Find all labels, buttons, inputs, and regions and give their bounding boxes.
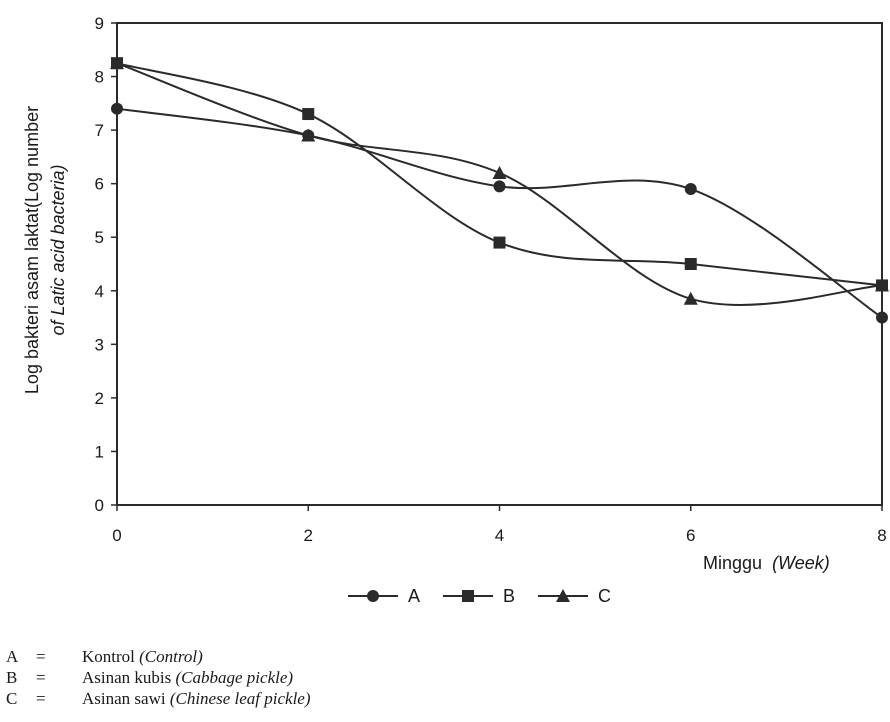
- note-translation: (Control): [139, 647, 203, 666]
- note-key: A: [6, 647, 19, 666]
- x-tick-label: 6: [686, 526, 695, 545]
- data-point-a: [684, 183, 697, 196]
- y-axis-title-line2: of Latic acid bacteria): [48, 164, 68, 335]
- data-point-b: [493, 236, 506, 249]
- y-axis-title-line1: Log bakteri asam laktat(Log number: [22, 106, 42, 394]
- chart: Log bakteri asam laktat(Log number of La…: [22, 14, 889, 606]
- data-point-c: [875, 278, 889, 292]
- data-point-a: [876, 311, 888, 324]
- note-equals: =: [36, 689, 46, 708]
- note-key: B: [6, 668, 18, 687]
- y-tick-label: 6: [95, 175, 104, 194]
- y-tick-label: 0: [95, 496, 104, 515]
- note-equals: =: [36, 668, 46, 687]
- legend-marker-c: [556, 589, 570, 602]
- data-point-c: [683, 291, 698, 305]
- note-description: Kontrol (Control): [82, 646, 203, 667]
- y-tick-label: 1: [95, 442, 104, 461]
- note-description: Asinan kubis (Cabbage pickle): [82, 667, 293, 688]
- data-point-b: [302, 108, 315, 121]
- note-row-c: C = Asinan sawi (Chinese leaf pickle): [6, 688, 311, 709]
- legend-item-b: B: [443, 586, 515, 606]
- y-tick-label: 4: [95, 282, 104, 301]
- legend-label: A: [408, 586, 420, 606]
- y-axis-title: Log bakteri asam laktat(Log number of La…: [22, 106, 68, 394]
- series-line-a: [116, 107, 883, 319]
- legend-marker-b: [462, 590, 474, 602]
- note-text: Kontrol: [82, 647, 140, 666]
- x-tick-label: 4: [495, 526, 504, 545]
- x-tick-label: 2: [304, 526, 313, 545]
- plot-frame: [116, 22, 883, 506]
- note-description: Asinan sawi (Chinese leaf pickle): [82, 688, 311, 709]
- data-point-b: [684, 258, 697, 270]
- note-row-b: B = Asinan kubis (Cabbage pickle): [6, 667, 311, 688]
- y-tick-label: 5: [95, 228, 104, 247]
- x-tick-label: 0: [112, 526, 121, 545]
- data-point-c: [110, 56, 124, 70]
- x-axis-title: Minggu (Week): [703, 553, 830, 573]
- legend-item-a: A: [348, 586, 420, 606]
- plot-area: 0 1 2 3 4 5 6 7 8 9 0 2 4 6 8: [95, 14, 889, 545]
- data-point-a: [493, 180, 506, 193]
- y-tick-label: 3: [95, 335, 104, 354]
- legend-item-c: C: [538, 586, 611, 606]
- note-text: Asinan kubis: [82, 668, 176, 687]
- note-key: C: [6, 689, 18, 708]
- y-tick-label: 7: [95, 121, 104, 140]
- y-tick-label: 9: [95, 14, 104, 33]
- data-point-a: [111, 102, 123, 115]
- x-axis-title-main: Minggu: [703, 553, 762, 573]
- series-a: [111, 102, 888, 324]
- note-translation: (Chinese leaf pickle): [169, 689, 311, 708]
- legend-label: C: [598, 586, 611, 606]
- x-tick-label: 8: [877, 526, 886, 545]
- note-translation: (Cabbage pickle): [175, 668, 294, 687]
- y-tick-label: 8: [95, 68, 104, 87]
- legend: A B C: [348, 586, 611, 606]
- note-equals: =: [36, 647, 46, 666]
- y-tick-label: 2: [95, 389, 104, 408]
- abbreviation-notes: A = Kontrol (Control) B = Asinan kubis (…: [6, 646, 311, 709]
- legend-marker-a: [367, 590, 379, 602]
- data-point-c: [492, 165, 507, 179]
- x-axis-title-translation: (Week): [772, 553, 830, 573]
- legend-label: B: [503, 586, 515, 606]
- data-point-c: [301, 128, 316, 142]
- series-c: [110, 56, 889, 306]
- note-row-a: A = Kontrol (Control): [6, 646, 311, 667]
- note-text: Asinan sawi: [82, 689, 170, 708]
